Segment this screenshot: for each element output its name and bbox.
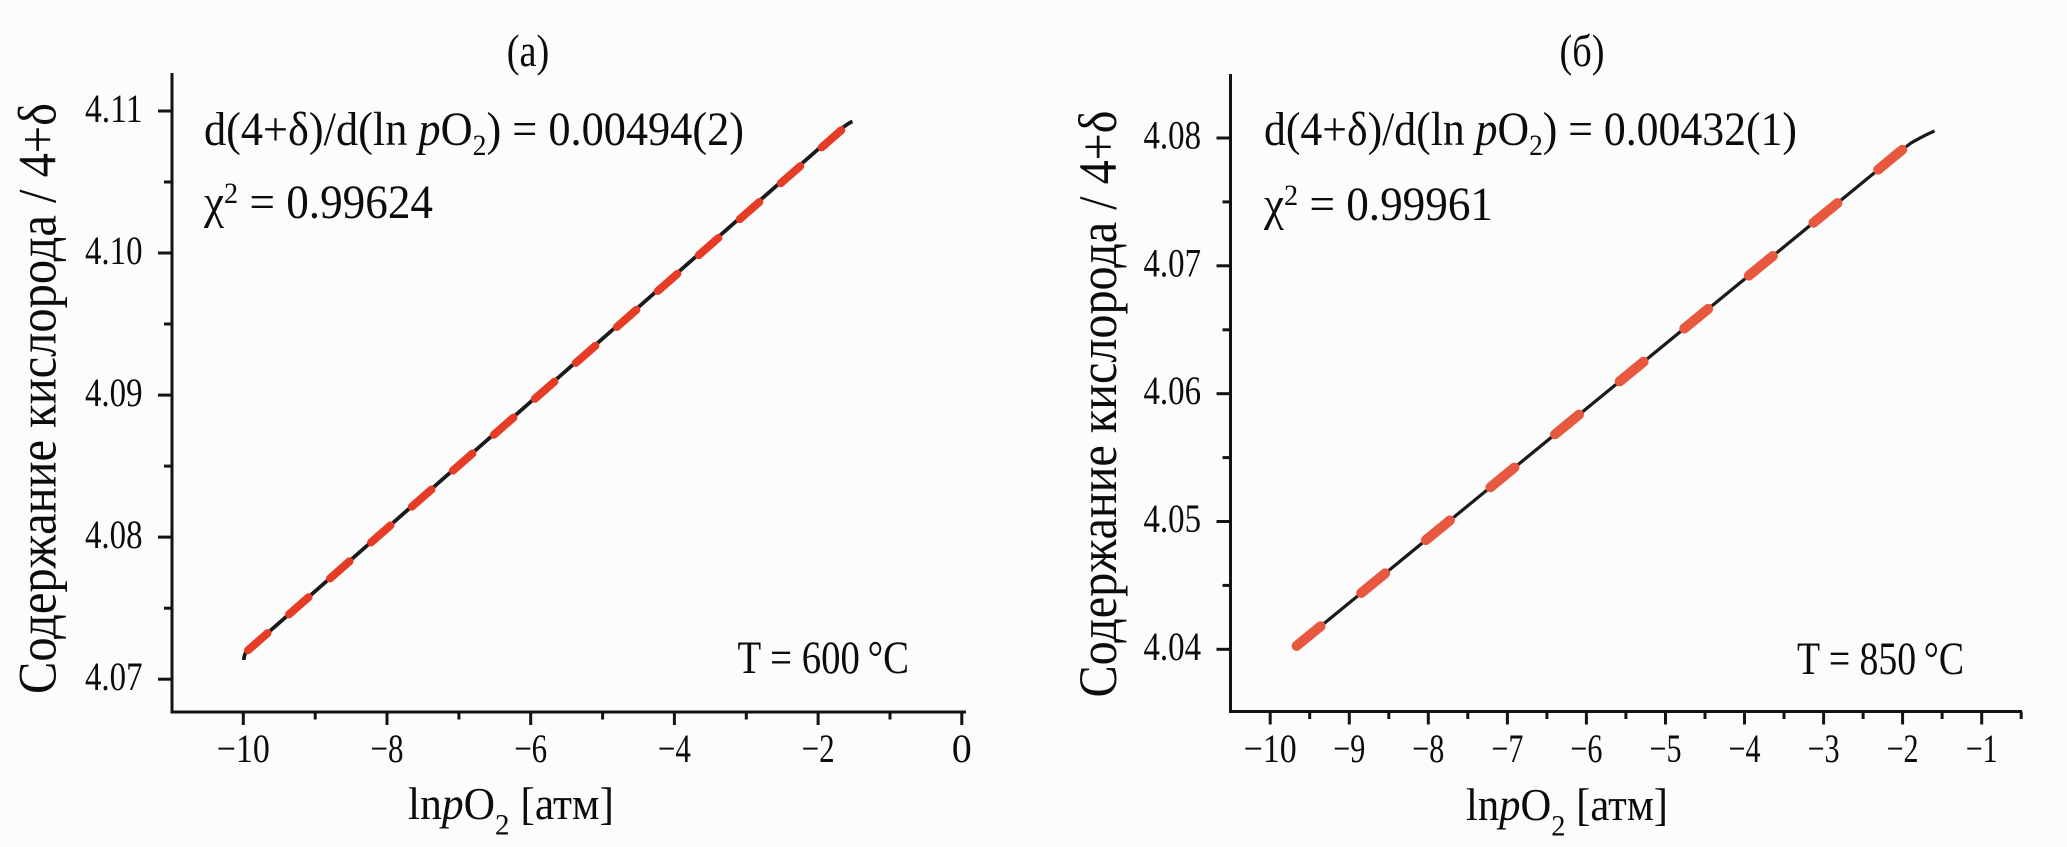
svg-text:Содержание кислорода / 4+δ: Содержание кислорода / 4+δ: [1068, 111, 1128, 698]
svg-text:−8: −8: [1412, 726, 1444, 771]
svg-text:−10: −10: [217, 726, 270, 771]
svg-text:−2: −2: [1887, 726, 1919, 771]
svg-text:−5: −5: [1650, 726, 1682, 771]
svg-text:−4: −4: [1729, 726, 1761, 771]
svg-text:−10: −10: [1244, 726, 1297, 771]
svg-text:(а): (а): [507, 25, 550, 76]
svg-text:4.07: 4.07: [85, 654, 143, 699]
svg-text:4.06: 4.06: [1144, 368, 1202, 413]
svg-text:−7: −7: [1491, 726, 1523, 771]
svg-text:−9: −9: [1333, 726, 1365, 771]
svg-text:χ2 = 0.99961: χ2 = 0.99961: [1263, 178, 1493, 231]
svg-text:4.05: 4.05: [1144, 496, 1202, 541]
svg-text:4.08: 4.08: [1144, 113, 1202, 158]
svg-text:4.08: 4.08: [85, 512, 143, 557]
svg-text:−6: −6: [514, 726, 547, 771]
svg-text:4.04: 4.04: [1144, 624, 1202, 669]
svg-text:(б): (б): [1560, 25, 1605, 76]
svg-text:−8: −8: [371, 726, 404, 771]
svg-text:−1: −1: [1966, 726, 1998, 771]
svg-text:4.11: 4.11: [85, 86, 143, 131]
svg-text:0: 0: [952, 726, 972, 771]
svg-text:4.10: 4.10: [85, 228, 143, 273]
svg-text:−2: −2: [802, 726, 835, 771]
svg-text:−6: −6: [1570, 726, 1602, 771]
svg-text:Содержание кислорода / 4+δ: Содержание кислорода / 4+δ: [8, 103, 68, 694]
svg-text:4.07: 4.07: [1144, 240, 1202, 285]
svg-text:χ2 = 0.99624: χ2 = 0.99624: [203, 176, 433, 229]
svg-text:4.09: 4.09: [85, 370, 143, 415]
svg-text:−3: −3: [1808, 726, 1840, 771]
svg-text:−4: −4: [658, 726, 691, 771]
svg-text:T = 850 °C: T = 850 °C: [1797, 633, 1964, 685]
svg-text:T = 600 °C: T = 600 °C: [738, 632, 910, 684]
